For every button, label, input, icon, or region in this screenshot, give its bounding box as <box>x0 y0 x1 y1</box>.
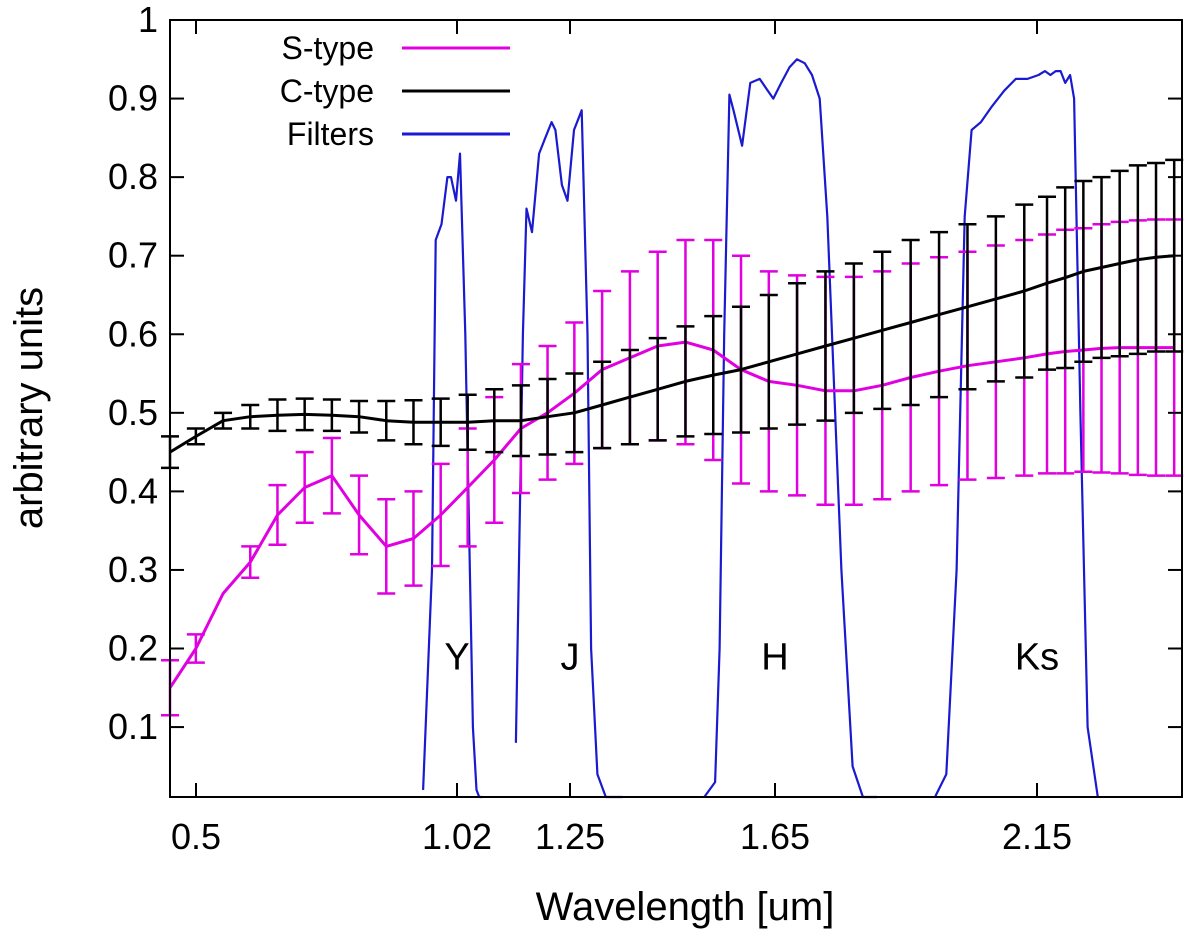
y-tick-label: 0.4 <box>108 470 158 511</box>
band-label-h: H <box>761 636 788 678</box>
series-filters <box>422 58 1099 799</box>
x-tick-label: 1.65 <box>740 816 810 857</box>
band-label-y: Y <box>444 636 469 678</box>
band-label-layer: Y J H Ks <box>444 636 1059 678</box>
legend-entry-filters: Filters <box>287 116 510 152</box>
legend-label: C-type <box>280 73 374 109</box>
y-tick-label: 0.3 <box>108 549 158 590</box>
y-tick-label: 0.2 <box>108 628 158 669</box>
series-layer <box>161 58 1184 799</box>
x-tick-label: 1.02 <box>422 816 492 857</box>
y-tick-label: 1 <box>138 0 158 40</box>
band-label-ks: Ks <box>1015 636 1059 678</box>
filters-line <box>422 58 1099 799</box>
y-tick-label: 0.5 <box>108 392 158 433</box>
c-type-line <box>169 254 1175 454</box>
x-tick-label: 2.15 <box>1002 816 1072 857</box>
x-axis-title: Wavelength [um] <box>536 885 835 929</box>
x-tick-label: 1.25 <box>535 816 605 857</box>
y-tick-label: 0.8 <box>108 156 158 197</box>
band-label-j: J <box>561 636 580 678</box>
plot-frame <box>169 19 1183 798</box>
legend-label: Filters <box>287 116 374 152</box>
tick-layer: 0.1 0.2 0.3 0.4 0.5 0.6 0.7 0.8 0.9 1 0.5 1.02 1.25 1… <box>108 0 1182 857</box>
y-tick-label: 0.7 <box>108 235 158 276</box>
y-axis-title: arbitrary units <box>7 287 51 529</box>
x-tick-label: 0.5 <box>171 816 221 857</box>
legend: S-type C-type Filters <box>280 30 510 152</box>
legend-entry-c-type: C-type <box>280 73 510 109</box>
legend-label: S-type <box>282 30 374 66</box>
y-tick-label: 0.9 <box>108 78 158 119</box>
s-type-line <box>168 340 1175 689</box>
y-tick-label: 0.1 <box>108 706 158 747</box>
y-tick-label: 0.6 <box>108 313 158 354</box>
legend-entry-s-type: S-type <box>282 30 510 66</box>
